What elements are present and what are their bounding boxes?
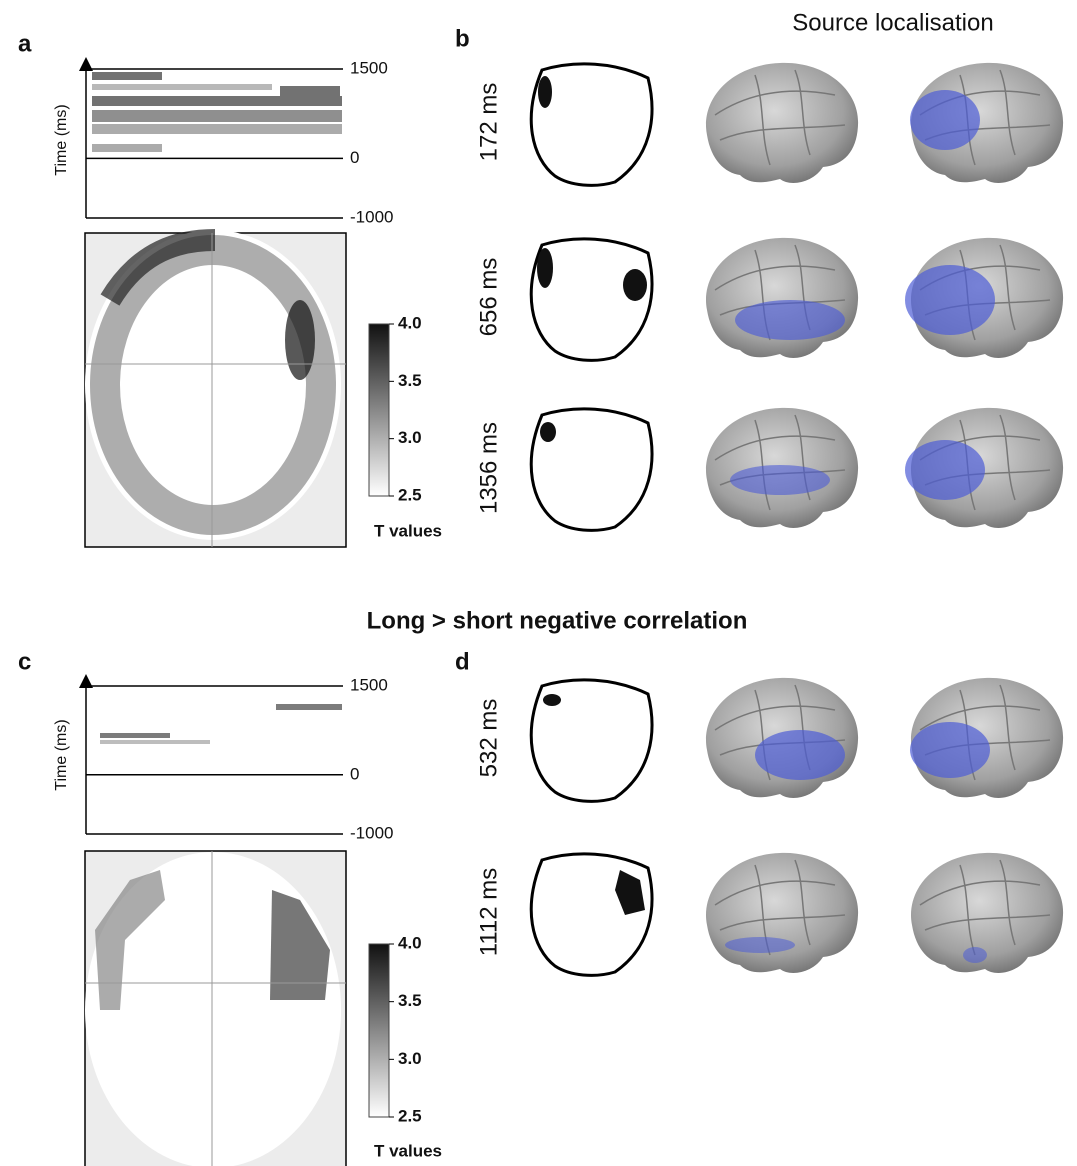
glass-brain: [85, 230, 346, 547]
tick-label: -1000: [350, 207, 393, 226]
glass-brain: [85, 851, 346, 1166]
panel-label: d: [455, 648, 470, 675]
tick-label: 1500: [350, 58, 388, 77]
tick-label: 3.0: [398, 1049, 422, 1068]
colorbar-title: T values: [374, 521, 442, 540]
latency-label: 656 ms: [475, 258, 502, 337]
colorbar: [369, 944, 389, 1117]
latency-label: 172 ms: [475, 83, 502, 162]
latency-label: 1356 ms: [475, 422, 502, 514]
tick-label: -1000: [350, 823, 393, 842]
tick-label: 2.5: [398, 1106, 422, 1125]
tick-label: 3.0: [398, 428, 422, 447]
panel-title: Source localisation: [792, 9, 993, 36]
latency-label: 532 ms: [475, 699, 502, 778]
topo-row: [531, 63, 1063, 185]
colorbar-ticks: 4.0 3.5 3.0 2.5: [389, 933, 422, 1125]
topo-row: [531, 238, 1063, 360]
colorbar-title: T values: [374, 1141, 442, 1160]
tick-label: 3.5: [398, 371, 422, 390]
tick-label: 0: [350, 764, 359, 783]
topo-row: [531, 408, 1063, 530]
topo-row: [531, 853, 1063, 975]
section-title: Long > short negative correlation: [367, 607, 748, 634]
panel-label: c: [18, 648, 31, 675]
tick-label: 4.0: [398, 933, 422, 952]
time-axis: 1500 0 -1000: [79, 674, 393, 842]
tick-label: 4.0: [398, 313, 422, 332]
axis-title: Time (ms): [53, 104, 70, 175]
time-raster: [92, 72, 342, 152]
tick-label: 0: [350, 148, 359, 167]
panel-label: a: [18, 30, 32, 57]
time-raster: [100, 704, 342, 744]
tick-label: 2.5: [398, 485, 422, 504]
axis-title: Time (ms): [53, 719, 70, 790]
panel-label: b: [455, 25, 470, 52]
topo-row: [531, 678, 1063, 801]
tick-label: 1500: [350, 675, 388, 694]
colorbar-ticks: 4.0 3.5 3.0 2.5: [389, 313, 422, 504]
colorbar: [369, 324, 389, 496]
time-axis: 1500 0 -1000: [79, 57, 393, 226]
figure: a 1500 0 -1000 Time (ms) 4.0 3.5 3.0 2.5 T va…: [0, 0, 1077, 1166]
latency-label: 1112 ms: [475, 868, 502, 957]
tick-label: 3.5: [398, 991, 422, 1010]
